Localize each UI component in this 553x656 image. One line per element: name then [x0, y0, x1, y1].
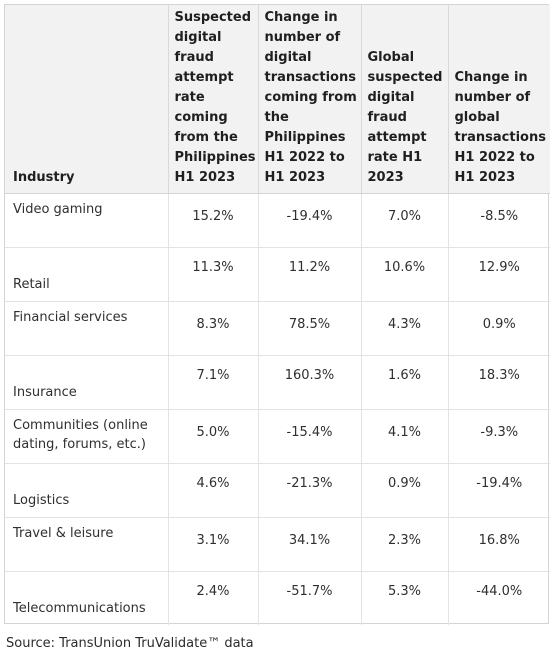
ph-rate-cell: 5.0%	[168, 409, 259, 464]
ph-change-cell: -19.4%	[258, 193, 362, 248]
ph-rate-cell: 2.4%	[168, 571, 259, 625]
header-ph-transaction-change: Change in number of digital transactions…	[258, 5, 362, 194]
ph-change-cell: -21.3%	[258, 463, 362, 518]
industry-cell: Video gaming	[5, 193, 169, 248]
industry-cell: Logistics	[5, 463, 169, 518]
ph-rate-cell: 11.3%	[168, 247, 259, 302]
global-change-cell: 16.8%	[448, 517, 550, 572]
global-change-cell: 12.9%	[448, 247, 550, 302]
ph-change-cell: 11.2%	[258, 247, 362, 302]
ph-change-cell: 34.1%	[258, 517, 362, 572]
global-change-cell: -19.4%	[448, 463, 550, 518]
global-change-cell: -8.5%	[448, 193, 550, 248]
global-rate-cell: 5.3%	[361, 571, 449, 625]
global-change-cell: -9.3%	[448, 409, 550, 464]
global-change-cell: 0.9%	[448, 301, 550, 356]
ph-change-cell: -51.7%	[258, 571, 362, 625]
ph-rate-cell: 7.1%	[168, 355, 259, 410]
ph-rate-cell: 15.2%	[168, 193, 259, 248]
table-row: Logistics 4.6% -21.3% 0.9% -19.4%	[5, 463, 550, 518]
table-row: Travel & leisure 3.1% 34.1% 2.3% 16.8%	[5, 517, 550, 572]
table-row: Insurance 7.1% 160.3% 1.6% 18.3%	[5, 355, 550, 410]
global-rate-cell: 4.1%	[361, 409, 449, 464]
global-rate-cell: 1.6%	[361, 355, 449, 410]
header-ph-fraud-rate: Suspected digital fraud attempt rate com…	[168, 5, 259, 194]
table-row: Telecommunications 2.4% -51.7% 5.3% -44.…	[5, 571, 550, 625]
ph-change-cell: -15.4%	[258, 409, 362, 464]
ph-rate-cell: 3.1%	[168, 517, 259, 572]
global-rate-cell: 0.9%	[361, 463, 449, 518]
global-rate-cell: 10.6%	[361, 247, 449, 302]
industry-cell: Retail	[5, 247, 169, 302]
ph-change-cell: 78.5%	[258, 301, 362, 356]
fraud-rate-table: Industry Suspected digital fraud attempt…	[5, 5, 550, 625]
source-note: Source: TransUnion TruValidate™ data	[6, 636, 254, 651]
table-row: Communities (online dating, forums, etc.…	[5, 409, 550, 464]
industry-cell: Financial services	[5, 301, 169, 356]
table-row: Video gaming 15.2% -19.4% 7.0% -8.5%	[5, 193, 550, 248]
table-header-row: Industry Suspected digital fraud attempt…	[5, 5, 550, 194]
ph-rate-cell: 8.3%	[168, 301, 259, 356]
ph-rate-cell: 4.6%	[168, 463, 259, 518]
header-industry: Industry	[5, 5, 169, 194]
global-rate-cell: 4.3%	[361, 301, 449, 356]
table-row: Financial services 8.3% 78.5% 4.3% 0.9%	[5, 301, 550, 356]
industry-cell: Travel & leisure	[5, 517, 169, 572]
global-change-cell: -44.0%	[476, 583, 523, 599]
global-change-cell: 18.3%	[448, 355, 550, 410]
industry-cell: Telecommunications	[5, 571, 169, 625]
global-rate-cell: 2.3%	[361, 517, 449, 572]
global-rate-cell: 7.0%	[361, 193, 449, 248]
ph-change-cell: 160.3%	[258, 355, 362, 410]
industry-cell: Insurance	[5, 355, 169, 410]
header-global-fraud-rate: Global suspected digital fraud attempt r…	[361, 5, 449, 194]
industry-cell: Communities (online dating, forums, etc.…	[5, 409, 169, 464]
fraud-rate-table-container: Industry Suspected digital fraud attempt…	[4, 4, 550, 625]
table-row: Retail 11.3% 11.2% 10.6% 12.9%	[5, 247, 550, 302]
header-global-transaction-change: Change in number of global transactions …	[448, 5, 550, 194]
